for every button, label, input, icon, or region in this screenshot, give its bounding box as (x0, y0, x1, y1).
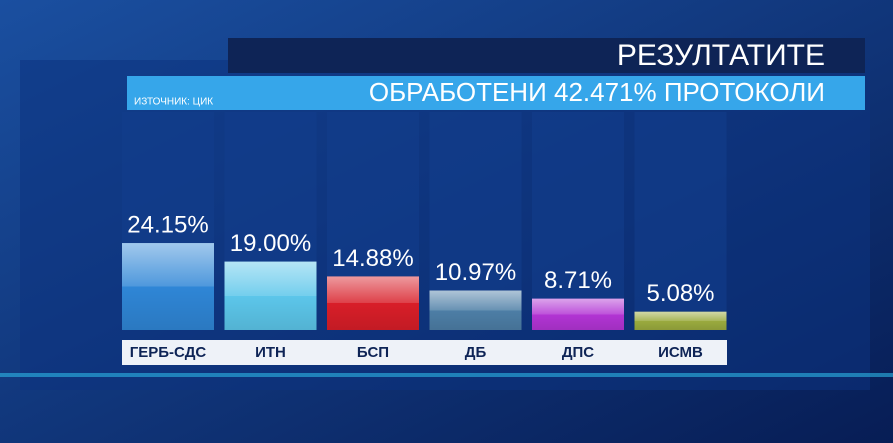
value-label: 24.15% (127, 211, 208, 238)
value-label: 10.97% (435, 259, 516, 286)
bar-shine (122, 243, 214, 330)
value-label: 8.71% (544, 267, 612, 294)
bar-shine (634, 311, 727, 330)
value-label: 5.08% (646, 280, 714, 307)
subtitle-box (127, 76, 865, 110)
category-label: ИСМВ (658, 344, 703, 361)
category-strip (122, 340, 727, 365)
source: ИЗТОЧНИК: ЦИК (134, 97, 213, 108)
category-label: ДБ (465, 344, 487, 361)
bar-shine (327, 276, 419, 330)
value-label: 14.88% (332, 245, 413, 272)
column-background (634, 112, 727, 330)
category-label: ИТН (255, 344, 286, 361)
value-label: 19.00% (230, 230, 311, 257)
bar-shine (429, 290, 522, 330)
category-label: БСП (357, 344, 389, 361)
column-background (532, 112, 624, 330)
category-label: ДПС (562, 344, 594, 361)
category-label: ГЕРБ-СДС (130, 344, 207, 361)
title-box (228, 38, 865, 73)
accent-line (0, 373, 893, 377)
bar-shine (224, 261, 317, 330)
chart-title: РЕЗУЛТАТИТЕ (617, 39, 825, 72)
bar-shine (532, 298, 624, 330)
chart-subtitle: ОБРАБОТЕНИ 42.471% ПРОТОКОЛИ (369, 77, 825, 107)
